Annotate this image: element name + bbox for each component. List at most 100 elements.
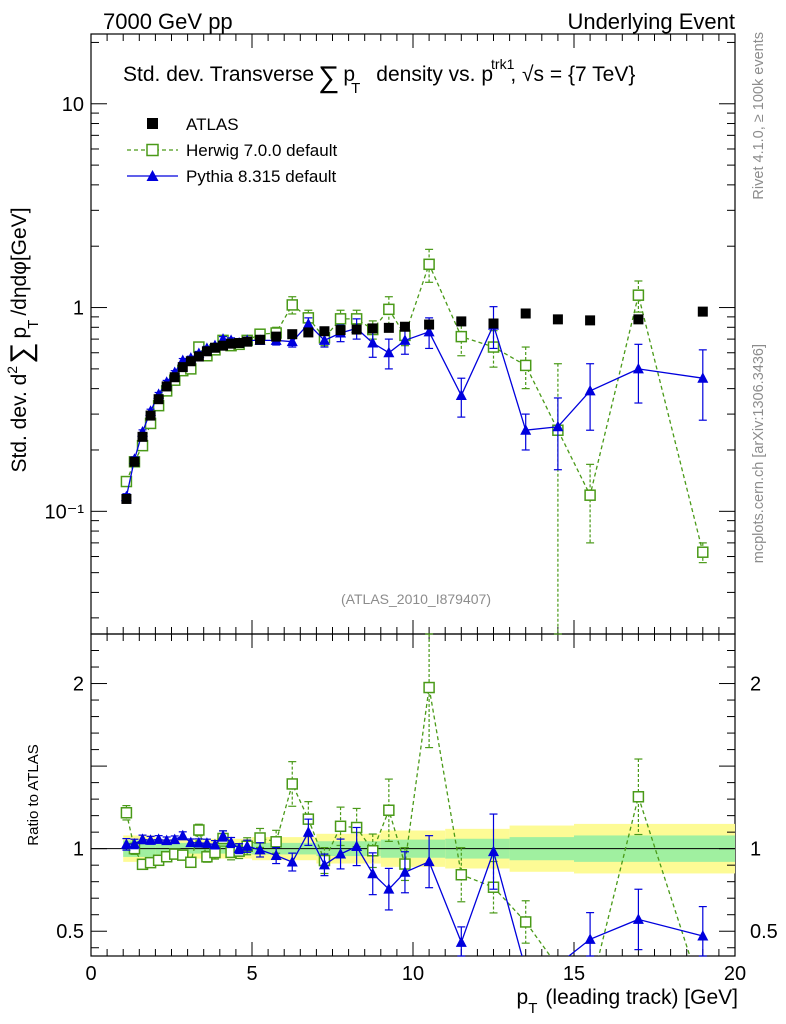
header-left: 7000 GeV pp: [103, 9, 233, 34]
pythia-marker: [169, 833, 181, 845]
atlas-marker: [335, 325, 346, 336]
herwig-marker: [270, 836, 282, 848]
atlas-marker: [242, 336, 253, 347]
herwig-series-ratio: [120, 633, 691, 956]
pythia-marker: [286, 335, 298, 347]
y-tick-label: 10⁻¹: [45, 501, 85, 523]
herwig-marker: [423, 681, 435, 694]
pythia-marker: [520, 424, 532, 435]
pythia-marker: [241, 840, 253, 851]
pythia-marker: [302, 318, 314, 329]
axis-tick-labels: 0 5 10 15 20 10⁻¹ 1 10 0.5 0.5 1 1 2 2: [45, 94, 778, 985]
pythia-marker: [137, 833, 149, 844]
analysis-id: (ATLAS_2010_I879407): [341, 591, 491, 607]
legend-pythia-marker: [146, 170, 159, 181]
herwig-marker: [697, 546, 709, 558]
atlas-marker: [161, 381, 172, 392]
pythia-marker: [286, 856, 298, 867]
ratio-tick-label-left: 1: [73, 839, 84, 861]
atlas-marker: [193, 351, 204, 362]
herwig-marker: [519, 916, 532, 928]
legend-atlas-label: ATLAS: [186, 115, 239, 134]
x-tick-label: 20: [724, 963, 746, 985]
pythia-marker: [201, 837, 213, 848]
rivet-version-note: Rivet 4.1.0, ≥ 100k events: [751, 32, 767, 200]
mcplots-reference: mcplots.cern.ch [arXiv:1306.3436]: [751, 344, 767, 563]
pythia-marker: [145, 834, 157, 845]
pythia-marker: [254, 843, 266, 855]
atlas-marker: [399, 321, 410, 332]
pythia-marker: [153, 833, 165, 844]
pythia-marker: [584, 933, 596, 944]
atlas-marker: [383, 322, 394, 333]
herwig-marker: [455, 868, 468, 881]
pythia-marker: [335, 847, 347, 859]
pythia-marker: [399, 866, 411, 877]
pythia-marker: [697, 372, 709, 383]
pythia-marker: [270, 849, 282, 861]
atlas-marker: [319, 326, 330, 337]
atlas-marker: [585, 315, 596, 326]
atlas-marker: [153, 394, 164, 405]
herwig-marker: [254, 832, 266, 844]
legend-herwig-marker: [146, 143, 159, 157]
atlas-marker: [520, 308, 531, 319]
pythia-marker: [351, 840, 363, 852]
pythia-marker: [584, 384, 596, 396]
pythia-marker: [161, 834, 173, 846]
pythia-marker: [632, 913, 644, 924]
pythia-marker: [632, 362, 644, 374]
atlas-marker: [456, 316, 467, 327]
y-axis-label: Std. dev. d2∑pT/dηdφ[GeV]: [4, 207, 42, 472]
atlas-marker: [201, 346, 212, 357]
pythia-marker: [120, 838, 132, 849]
ratio-tick-label-left: 2: [73, 674, 84, 696]
x-tick-label: 5: [246, 963, 257, 985]
herwig-marker: [383, 804, 395, 816]
atlas-marker: [185, 356, 196, 367]
x-tick-label: 10: [402, 963, 424, 985]
atlas-marker: [234, 337, 245, 348]
herwig-marker: [120, 475, 133, 488]
pythia-marker: [367, 336, 379, 348]
atlas-marker: [218, 340, 229, 351]
herwig-marker: [120, 807, 133, 819]
atlas-marker: [633, 314, 644, 325]
x-tick-label: 15: [563, 963, 585, 985]
pythia-marker: [209, 838, 221, 850]
herwig-marker: [334, 313, 347, 325]
legend-herwig-label: Herwig 7.0.0 default: [186, 141, 337, 160]
atlas-marker: [255, 334, 266, 345]
atlas-marker: [129, 456, 140, 467]
pythia-marker: [177, 829, 189, 841]
ratio-tick-label-right: 0.5: [750, 921, 778, 943]
atlas-series-main: [121, 306, 708, 504]
legend-atlas-marker: [147, 118, 158, 129]
pythia-marker: [367, 867, 379, 879]
atlas-marker: [226, 338, 237, 349]
pythia-marker: [128, 837, 140, 849]
pythia-marker: [318, 334, 330, 345]
atlas-marker: [488, 318, 499, 329]
pythia-marker: [399, 334, 411, 345]
header-right: Underlying Event: [567, 9, 735, 34]
y-tick-label: 1: [73, 298, 84, 320]
chart-title: Std. dev. Transverse ∑ p Tdensity vs. ptrk1…: [123, 56, 635, 97]
atlas-marker: [137, 431, 148, 442]
x-axis-label: pT (leading track) [GeV]: [517, 986, 738, 1017]
pythia-marker: [488, 845, 499, 857]
herwig-marker: [334, 820, 347, 833]
atlas-marker: [169, 372, 180, 383]
legend-pythia-label: Pythia 8.315 default: [186, 167, 337, 186]
pythia-marker: [423, 855, 435, 867]
herwig-marker: [383, 303, 395, 316]
herwig-marker: [632, 289, 645, 301]
pythia-connecting-line: [126, 830, 703, 956]
atlas-marker: [145, 410, 156, 421]
pythia-marker: [552, 420, 564, 432]
pythia-marker: [225, 836, 237, 847]
herwig-connecting-line: [125, 262, 704, 553]
herwig-marker: [286, 299, 298, 311]
herwig-marker: [193, 824, 205, 836]
pythia-marker: [455, 389, 467, 401]
